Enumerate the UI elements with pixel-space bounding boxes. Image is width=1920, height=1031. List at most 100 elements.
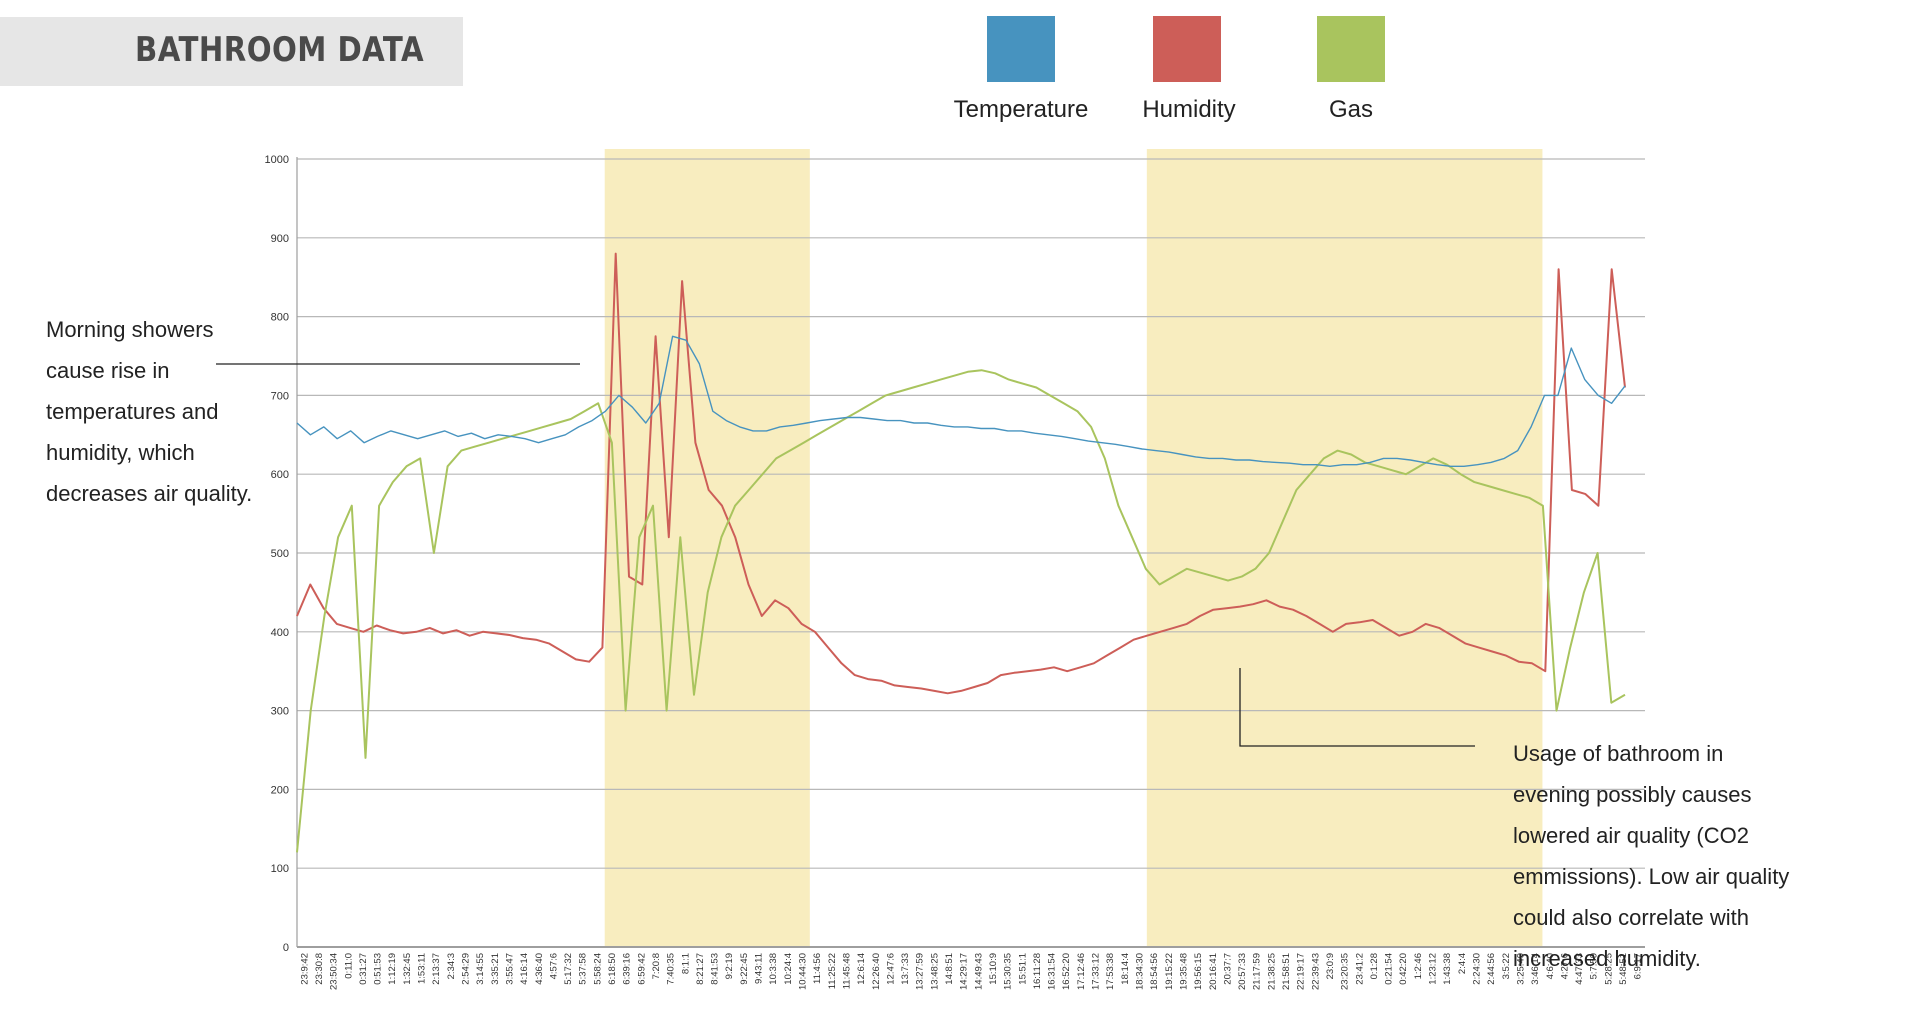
x-tick-label: 10:24:4	[783, 953, 794, 985]
morning-annotation: Morning showers cause rise in temperatur…	[46, 309, 252, 514]
y-tick-label: 800	[271, 312, 289, 324]
x-tick-label: 6:9:17	[1633, 953, 1644, 979]
x-tick-label: 0:1:28	[1369, 953, 1380, 979]
x-tick-label: 8:21:27	[695, 953, 706, 985]
x-tick-label: 22:19:17	[1296, 953, 1307, 990]
x-tick-label: 6:18:50	[607, 953, 618, 985]
x-tick-label: 1:23:12	[1428, 953, 1439, 985]
x-tick-label: 14:49:43	[973, 953, 984, 990]
x-tick-label: 13:7:33	[900, 953, 911, 985]
x-tick-label: 10:3:38	[768, 953, 779, 985]
x-tick-label: 1:32:45	[402, 953, 413, 985]
x-tick-label: 3:46:14	[1530, 953, 1541, 985]
title-bar	[0, 17, 463, 86]
x-tick-label: 5:17:32	[563, 953, 574, 985]
x-tick-label: 6:59:42	[636, 953, 647, 985]
x-tick-label: 4:16:14	[519, 953, 530, 985]
x-tick-label: 2:34:3	[446, 953, 457, 979]
x-tick-label: 8:41:53	[710, 953, 721, 985]
legend-swatch-gas	[1317, 16, 1385, 82]
evening-annotation-line: increased humidity.	[1513, 946, 1701, 971]
x-tick-label: 2:13:37	[431, 953, 442, 985]
series-lines	[296, 252, 1626, 853]
legend-label-humidity: Humidity	[1142, 96, 1236, 123]
x-tick-label: 23:41:2	[1354, 953, 1365, 985]
morning-annotation-line: cause rise in	[46, 358, 170, 383]
x-tick-label: 5:48:51	[1618, 953, 1629, 985]
x-tick-label: 11:4:56	[812, 953, 823, 984]
x-tick-label: 21:17:59	[1252, 953, 1263, 990]
x-tick-label: 20:37:7	[1222, 953, 1233, 985]
highlight-band	[604, 149, 810, 947]
legend-label-gas: Gas	[1328, 96, 1373, 123]
x-tick-label: 19:15:22	[1164, 953, 1175, 990]
evening-annotation-line: evening possibly causes	[1513, 782, 1752, 807]
morning-annotation-line: humidity, which	[46, 440, 195, 465]
y-tick-label: 100	[271, 863, 289, 875]
x-tick-label: 3:55:47	[504, 953, 515, 985]
x-tick-label: 5:37:58	[578, 953, 589, 985]
x-tick-label: 2:24:30	[1472, 953, 1483, 985]
x-tick-label: 11:45:48	[841, 953, 852, 989]
y-tick-label: 900	[271, 233, 289, 245]
morning-annotation-line: Morning showers	[46, 317, 214, 342]
legend-label-temperature: Temperature	[953, 96, 1089, 123]
x-tick-label: 4:57:6	[548, 953, 559, 979]
y-tick-label: 300	[271, 706, 289, 718]
evening-annotation-line: lowered air quality (CO2	[1513, 823, 1749, 848]
x-tick-label: 9:22:45	[739, 953, 750, 985]
x-tick-label: 20:57:33	[1237, 953, 1248, 990]
x-tick-labels: 23:9:42 23:30:8 23:50:34 0:11:0 0:31:27 0:51:…	[299, 953, 1643, 990]
x-tick-label: 23:9:42	[299, 953, 310, 985]
x-tick-label: 22:39:43	[1310, 953, 1321, 990]
x-tick-label: 18:34:30	[1135, 953, 1146, 990]
x-tick-label: 7:40:35	[666, 953, 677, 985]
x-tick-label: 12:26:40	[871, 953, 882, 990]
x-tick-label: 16:52:20	[1061, 953, 1072, 990]
x-tick-label: 5:58:24	[592, 953, 603, 985]
x-tick-label: 23:0:9	[1325, 953, 1336, 979]
x-tick-label: 6:39:16	[622, 953, 633, 985]
x-tick-label: 4:47:33	[1574, 953, 1585, 985]
x-tick-label: 2:44:56	[1486, 953, 1497, 985]
x-tick-label: 1:53:11	[417, 953, 428, 984]
x-tick-label: 3:5:22	[1501, 953, 1512, 979]
x-tick-label: 17:53:38	[1105, 953, 1116, 990]
x-tick-label: 1:12:19	[387, 953, 398, 985]
x-tick-label: 15:30:35	[1003, 953, 1014, 990]
x-tick-label: 21:38:25	[1266, 953, 1277, 990]
x-tick-label: 5:7:59	[1589, 953, 1600, 979]
x-tick-label: 23:50:34	[329, 953, 340, 990]
x-tick-label: 0:31:27	[358, 953, 369, 985]
x-tick-label: 19:56:15	[1193, 953, 1204, 990]
x-tick-label: 2:4:4	[1457, 953, 1468, 974]
x-tick-label: 11:25:22	[827, 953, 838, 989]
page-title: BATHROOM DATA	[135, 30, 425, 70]
highlight-band	[1146, 149, 1543, 947]
series-line-temperature	[296, 335, 1626, 467]
x-tick-label: 2:54:29	[461, 953, 472, 985]
highlight-bands	[604, 149, 1543, 947]
x-tick-label: 0:21:54	[1384, 953, 1395, 985]
series-line-gas	[296, 369, 1626, 853]
x-tick-label: 5:28:25	[1603, 953, 1614, 985]
y-tick-label: 0	[283, 942, 289, 954]
evening-annotation-line: emmissions). Low air quality	[1513, 864, 1790, 889]
evening-leader-line	[1239, 668, 1475, 747]
x-tick-label: 13:48:25	[929, 953, 940, 990]
x-tick-label: 15:51:1	[1017, 953, 1028, 985]
x-tick-label: 14:8:51	[944, 953, 955, 985]
x-tick-label: 3:25:49	[1515, 953, 1526, 985]
x-tick-label: 17:33:12	[1091, 953, 1102, 990]
evening-annotation: Usage of bathroom in evening possibly ca…	[1513, 733, 1789, 979]
x-tick-label: 4:27:6	[1559, 953, 1570, 979]
x-tick-label: 17:12:46	[1076, 953, 1087, 990]
morning-annotation-line: decreases air quality.	[46, 481, 253, 506]
x-tick-label: 16:11:28	[1032, 953, 1043, 989]
x-tick-label: 4:36:40	[534, 953, 545, 985]
x-tick-label: 13:27:59	[915, 953, 926, 990]
x-tick-label: 23:20:35	[1340, 953, 1351, 990]
x-tick-label: 12:47:6	[885, 953, 896, 985]
x-tick-label: 1:43:38	[1442, 953, 1453, 985]
